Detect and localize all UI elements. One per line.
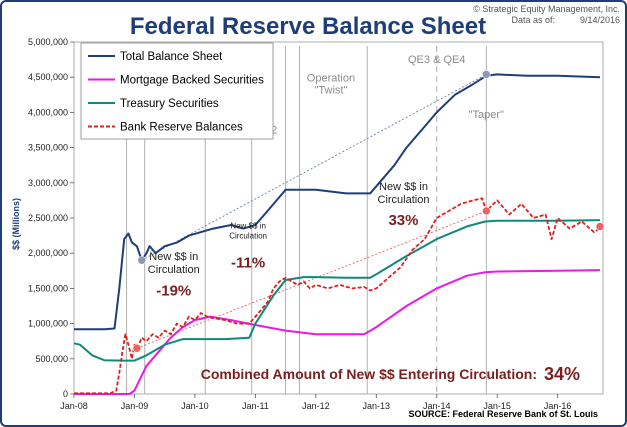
x-tick-label: Jan-09 <box>121 401 149 411</box>
y-tick-label: 5,000,000 <box>28 37 68 47</box>
x-tick-label: Jan-11 <box>242 401 269 411</box>
y-tick-label: 1,000,000 <box>28 319 68 329</box>
chart-title: Federal Reserve Balance Sheet <box>130 13 486 40</box>
legend: Total Balance Sheet Mortgage Backed Secur… <box>80 42 274 140</box>
y-tick-label: 2,000,000 <box>28 248 68 258</box>
phase-label-taper: "Taper" <box>469 109 504 121</box>
x-axis: Jan-08 Jan-09 Jan-10 Jan-11 Jan-12 Jan-13 Jan-… <box>60 394 571 411</box>
annotation-1-text: New $$ in <box>149 251 198 263</box>
y-tick-label: 3,500,000 <box>28 143 68 153</box>
series-markers <box>132 70 605 353</box>
series-line-total-balance-sheet <box>74 73 601 331</box>
annotation-2-text: Circulation <box>229 232 267 241</box>
y-tick-label: 2,500,000 <box>28 213 68 223</box>
y-tick-label: 500,000 <box>35 354 68 364</box>
legend-label-bank-reserve-balances: Bank Reserve Balances <box>120 122 243 134</box>
legend-label-treasury-securities: Treasury Securities <box>120 98 219 110</box>
y-tick-label: 1,500,000 <box>28 283 68 293</box>
x-tick-label: Jan-12 <box>302 401 330 411</box>
legend-label-total-balance-sheet: Total Balance Sheet <box>120 51 223 63</box>
marker-bank-reserve-balances <box>595 222 605 231</box>
trend-line-total-balance-sheet <box>141 73 487 261</box>
marker-total-balance-sheet <box>137 255 147 265</box>
marker-total-balance-sheet <box>482 70 491 79</box>
phase-label-qe3-qe4: QE3 & QE4 <box>408 54 465 66</box>
annotation-2-percent: -11% <box>231 254 265 271</box>
annotation-3-percent: 33% <box>388 212 418 229</box>
annotation-3-text: Circulation <box>378 194 430 206</box>
data-as-of-value: 9/14/2016 <box>580 15 620 25</box>
y-tick-label: 3,000,000 <box>28 178 68 188</box>
x-tick-label: Jan-08 <box>60 401 88 411</box>
annotation-1-text: Circulation <box>148 264 200 276</box>
annotation-2-text: New $$ in <box>230 222 266 231</box>
x-tick-label: Jan-16 <box>544 401 572 411</box>
x-tick-label: Jan-10 <box>181 401 209 411</box>
legend-box <box>80 42 274 140</box>
x-tick-label: Jan-15 <box>483 401 511 411</box>
series-line-bank-reserve-balances <box>74 197 604 395</box>
combined-new-money-label: Combined Amount of New $$ Entering Circu… <box>201 366 537 382</box>
y-tick-label: 4,500,000 <box>28 72 68 82</box>
legend-label-mortgage-backed-securities: Mortgage Backed Securities <box>120 75 264 87</box>
combined-new-money-value: 34% <box>544 364 580 384</box>
series-lines <box>73 73 604 395</box>
x-tick-label: Jan-13 <box>363 401 391 411</box>
y-axis: 0 500,000 1,000,000 1,500,000 2,000,000 2,500… <box>28 37 74 399</box>
series-line-treasury-securities <box>73 219 601 362</box>
trend-lines <box>136 73 487 349</box>
phase-label-twist: "Twist" <box>315 84 348 96</box>
x-tick-label: Jan-14 <box>423 401 451 411</box>
marker-bank-reserve-balances <box>132 343 142 353</box>
y-axis-label: $$ (Millions) <box>11 198 21 250</box>
source-text: SOURCE: Federal Reserve Bank of St. Loui… <box>408 409 598 419</box>
annotation-3-text: New $$ in <box>379 181 428 193</box>
y-tick-label: 0 <box>63 389 68 399</box>
y-tick-label: 4,000,000 <box>28 107 68 117</box>
data-as-of-label: Data as of: <box>511 15 555 25</box>
marker-bank-reserve-balances <box>482 206 491 216</box>
trend-line-bank-reserve-balances <box>136 210 487 349</box>
copyright-text: © Strategic Equity Management, Inc. <box>473 4 620 14</box>
annotation-1-percent: -19% <box>156 282 191 299</box>
series-line-mortgage-backed-securities <box>74 269 601 395</box>
phase-label-operation: Operation <box>307 72 355 84</box>
